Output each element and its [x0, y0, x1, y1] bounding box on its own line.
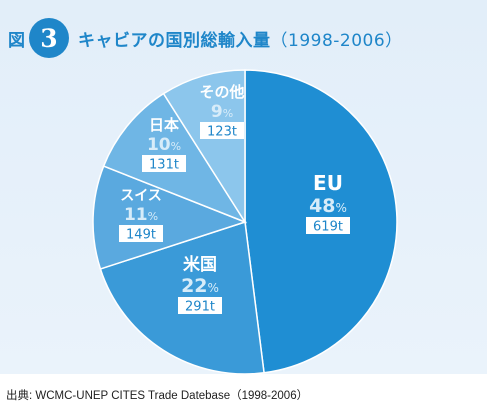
- chart-title: キャビアの国別総輸入量（1998-2006）: [78, 26, 403, 51]
- label-percent-eu: 48%: [309, 195, 347, 217]
- label-tonnage-box-japan: [142, 155, 186, 172]
- slice-swiss: [92, 165, 248, 270]
- label-tonnage-swiss: 149t: [126, 228, 156, 243]
- label-name-japan: 日本: [149, 116, 179, 134]
- label-tonnage-box-us: [178, 297, 222, 314]
- label-name-other: その他: [199, 83, 244, 101]
- chart-title-text: キャビアの国別総輸入量: [78, 30, 271, 51]
- label-percent-us: 22%: [181, 275, 219, 297]
- label-name-us: 米国: [183, 254, 217, 275]
- label-tonnage-box-swiss: [119, 225, 163, 242]
- label-percent-other: 9%: [211, 102, 233, 122]
- figure-label: 図: [8, 30, 25, 51]
- label-name-swiss: スイス: [120, 188, 162, 204]
- label-tonnage-box-other: [200, 122, 244, 139]
- chart-title-period: （1998-2006）: [270, 30, 403, 51]
- label-name-eu: EU: [313, 171, 343, 195]
- label-tonnage-box-eu: [306, 217, 350, 234]
- label-tonnage-eu: 619t: [313, 220, 343, 235]
- source-note: 出典: WCMC-UNEP CITES Trade Datebase（1998-…: [6, 390, 309, 402]
- chart-header: 図 3 キャビアの国別総輸入量（1998-2006）: [8, 18, 403, 58]
- label-tonnage-japan: 131t: [149, 158, 179, 173]
- label-tonnage-other: 123t: [207, 125, 237, 140]
- slice-other: [162, 69, 246, 225]
- label-tonnage-us: 291t: [185, 300, 215, 315]
- label-percent-japan: 10%: [147, 135, 181, 155]
- figure-number-badge: 3: [29, 18, 69, 58]
- label-percent-swiss: 11%: [124, 205, 158, 225]
